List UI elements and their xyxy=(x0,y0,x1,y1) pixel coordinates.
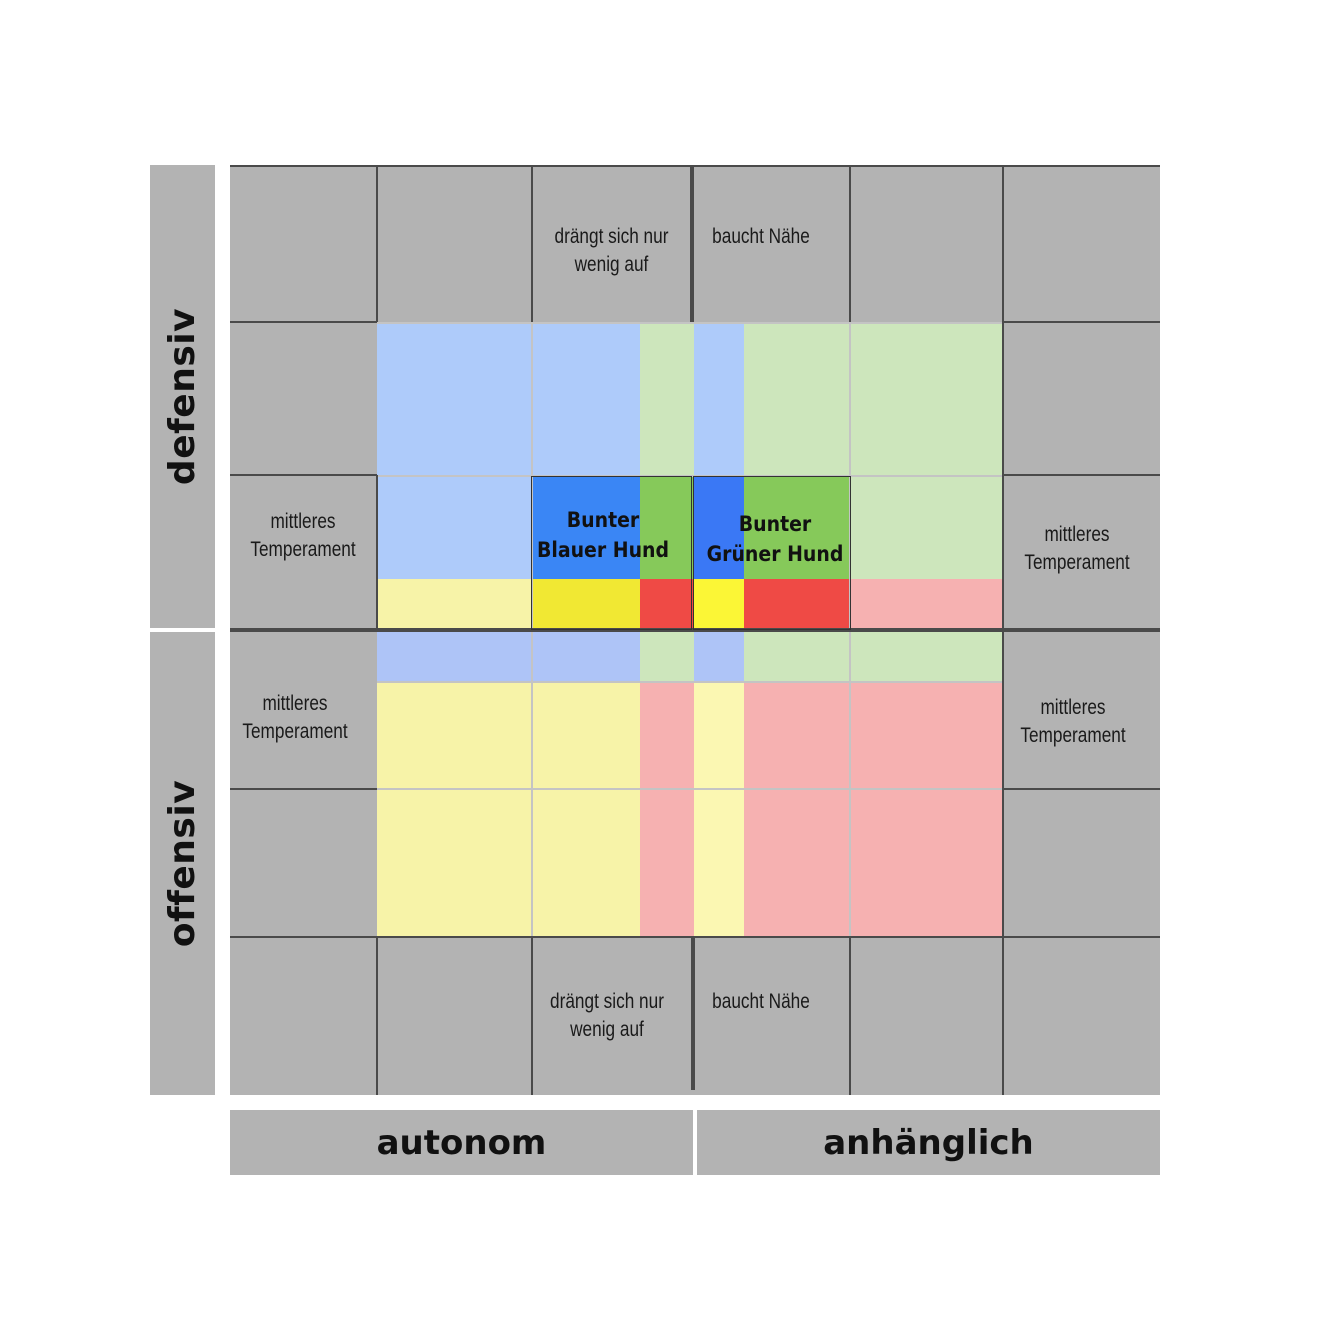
core-blue-yellow xyxy=(532,579,640,629)
grid-line-v xyxy=(849,165,851,322)
grid-line-h xyxy=(230,165,1160,167)
region-yellow-light-b xyxy=(694,682,744,938)
core-green-border xyxy=(693,476,851,630)
cell-mid-left-lower-text: mittleres Temperament xyxy=(242,692,348,743)
region-blue-light-strip xyxy=(694,322,744,477)
grid-line-h xyxy=(230,936,1160,938)
core-green xyxy=(744,477,850,579)
grid-line-v xyxy=(376,165,378,322)
cell-bottom-right-text: baucht Nähe xyxy=(712,990,810,1013)
cell-mid-left-upper-text: mittleres Temperament xyxy=(250,510,356,561)
grid-line-h xyxy=(1003,321,1160,323)
lower-blue-strip xyxy=(377,631,640,682)
grid-line-h xyxy=(1003,474,1160,476)
light-line xyxy=(377,322,1004,324)
side-divider xyxy=(150,628,215,632)
core-blue-red xyxy=(640,579,694,629)
center-axis-v xyxy=(691,938,695,1090)
type-green-label: Bunter Grüner Hund xyxy=(706,512,844,566)
core-green-yellow xyxy=(694,579,744,629)
axis-label-defensiv-text: defensiv xyxy=(162,307,204,486)
lower-blue-strip-b xyxy=(694,631,744,682)
axis-label-anhaenglich: anhänglich xyxy=(697,1110,1160,1175)
core-blue-border xyxy=(531,476,692,630)
region-red-light-strip xyxy=(850,579,1004,629)
region-green-light-mid xyxy=(850,477,1004,579)
axis-label-offensiv: offensiv xyxy=(150,632,215,1095)
region-red-light-a xyxy=(640,682,694,938)
grid-line-h xyxy=(230,321,377,323)
region-green-light-right xyxy=(744,322,1004,477)
core-blue-green xyxy=(640,477,694,579)
axis-label-autonom: autonom xyxy=(230,1110,693,1175)
cell-mid-right-upper-text: mittleres Temperament xyxy=(1024,523,1130,574)
grid-line-v xyxy=(849,938,851,1095)
region-red-light-b xyxy=(744,682,1004,938)
center-axis-h xyxy=(230,628,1160,632)
cell-mid-right-lower-text: mittleres Temperament xyxy=(1020,696,1126,747)
grid-line-v xyxy=(531,938,533,1095)
grid-line-h xyxy=(1003,788,1160,790)
cell-bottom-left-text: drängt sich nur wenig auf xyxy=(550,990,664,1041)
cell-top-right-text: baucht Nähe xyxy=(712,225,810,248)
axis-label-offensiv-text: offensiv xyxy=(162,779,203,948)
axis-label-defensiv: defensiv xyxy=(150,165,215,628)
type-blue-label: Bunter Blauer Hund xyxy=(536,508,670,562)
grid-line-h xyxy=(230,788,377,790)
region-yellow-light xyxy=(377,682,640,938)
grid-line-h xyxy=(230,474,377,476)
grid-line-v xyxy=(531,165,533,322)
grid-line-v xyxy=(376,938,378,1095)
region-yellow-light-strip xyxy=(377,579,532,629)
lower-green-strip-a xyxy=(640,631,694,682)
lower-green-strip-b xyxy=(744,631,1004,682)
core-blue xyxy=(532,477,640,579)
grid-line-v xyxy=(376,475,378,630)
light-line xyxy=(377,788,1004,790)
light-line xyxy=(377,681,1004,683)
core-green-blue xyxy=(694,477,744,579)
core-green-red xyxy=(744,579,850,629)
cell-top-left-text: drängt sich nur wenig auf xyxy=(554,225,669,276)
center-axis-v xyxy=(690,165,694,322)
region-green-light xyxy=(640,322,694,477)
